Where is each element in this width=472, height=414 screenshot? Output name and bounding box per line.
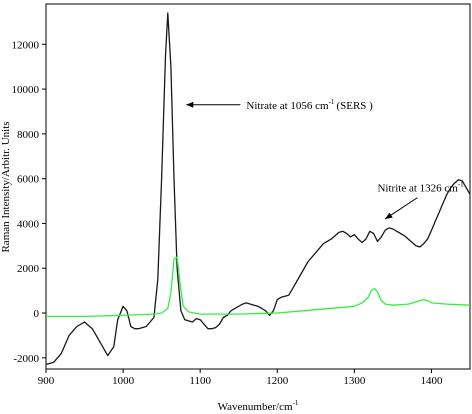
x-axis-title: Wavenumber/cm-1	[218, 399, 299, 413]
y-tick-label: -2000	[13, 353, 39, 365]
annotation-label-2: Nitrite at 1326 cm-1	[377, 181, 464, 195]
y-tick-label: 6000	[17, 174, 40, 186]
x-tick-label: 1100	[189, 375, 211, 387]
y-tick-label: 0	[34, 308, 40, 320]
x-tick-label: 900	[38, 375, 55, 387]
annotation-arrowhead-1	[186, 101, 194, 108]
y-axis: -2000 0 2000 4000 6000 8000 10000 12000	[12, 39, 46, 365]
x-tick-label: 1200	[266, 375, 289, 387]
series-line-1	[45, 12, 471, 366]
y-tick-label: 10000	[12, 84, 40, 96]
series-layer	[45, 12, 471, 366]
x-axis: 900 1000 1100 1200 1300 1400	[38, 369, 443, 387]
annotation-label-1: Nitrate at 1056 cm-1 (SERS )	[246, 98, 373, 112]
x-tick-label: 1400	[420, 375, 443, 387]
y-tick-label: 4000	[17, 218, 40, 230]
y-axis-title: Raman Intensity/Arbitr. Units	[0, 121, 12, 252]
y-tick-label: 12000	[12, 39, 40, 51]
annotation-arrowhead-2	[385, 212, 393, 219]
y-tick-label: 8000	[17, 129, 40, 141]
plot-frame	[45, 3, 471, 370]
x-tick-label: 1000	[112, 375, 135, 387]
series-line-2	[46, 256, 471, 318]
annotations: Nitrate at 1056 cm-1 (SERS ) Nitrite at 13…	[186, 98, 464, 220]
y-tick-label: 2000	[17, 263, 40, 275]
x-tick-label: 1300	[343, 375, 366, 387]
